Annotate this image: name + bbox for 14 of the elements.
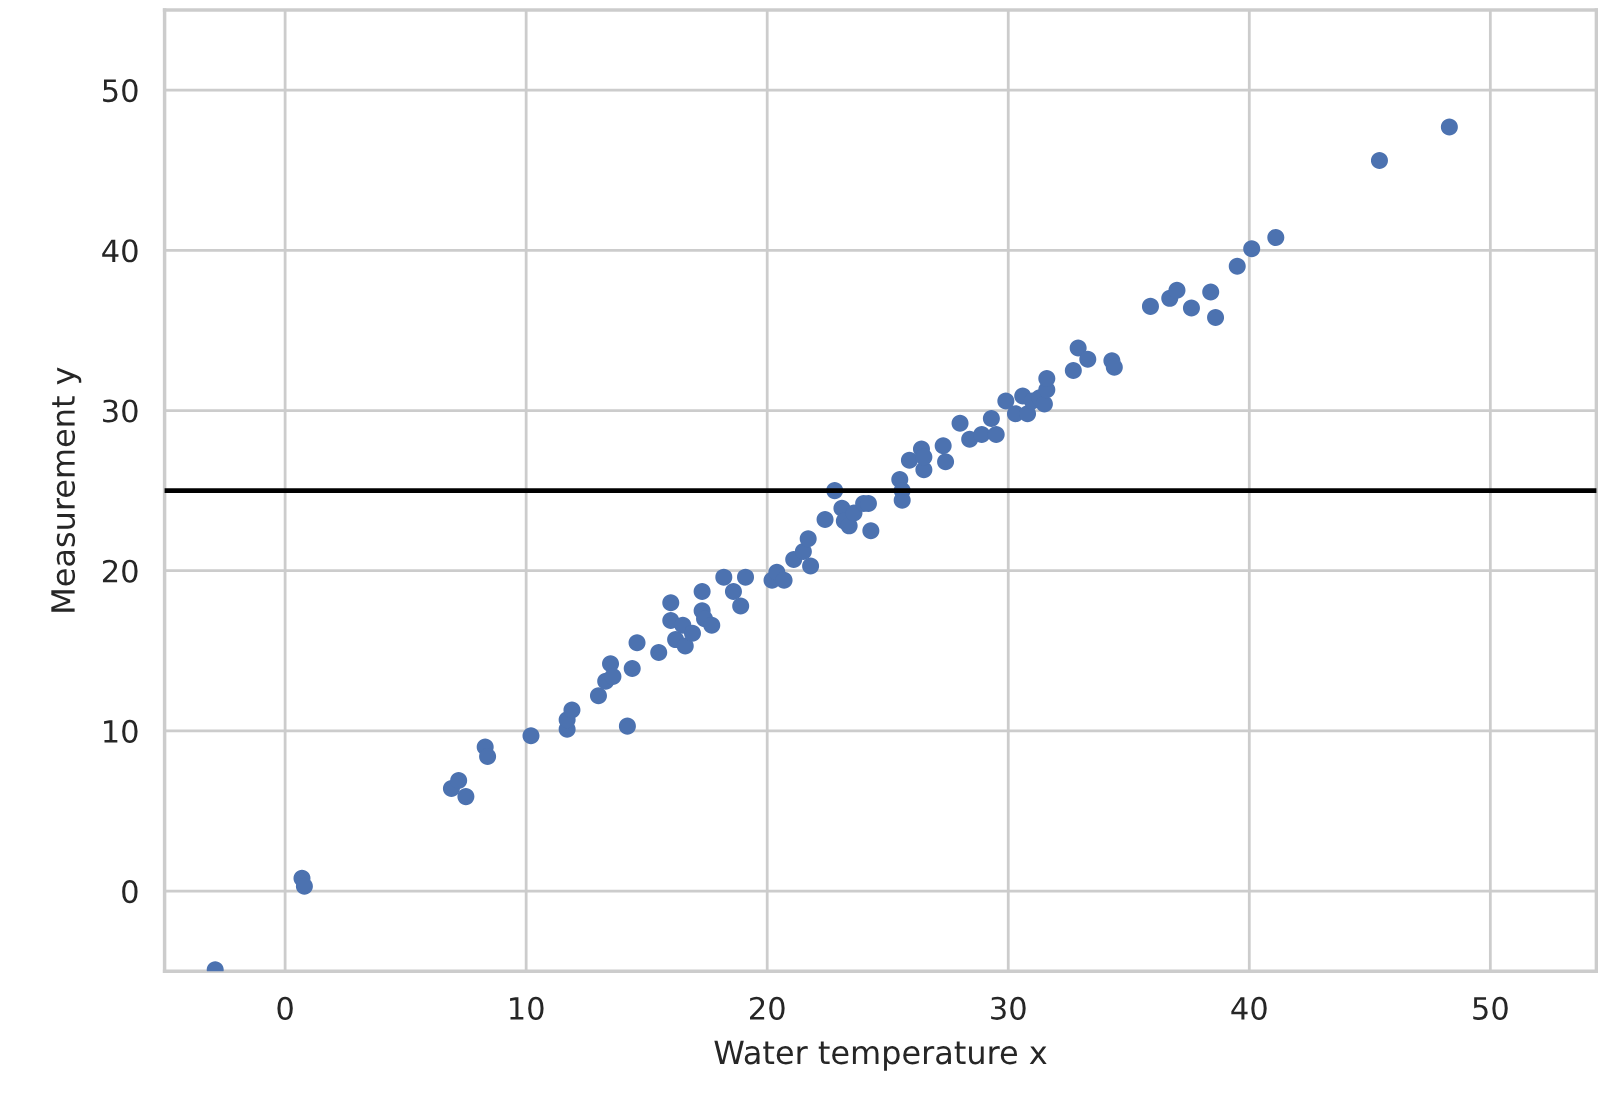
- y-tick-label: 30: [103, 399, 138, 423]
- y-tick-label: 50: [103, 79, 138, 103]
- y-tick-label: 0: [122, 880, 138, 904]
- y-axis-title: Measurement y: [51, 367, 82, 612]
- x-tick-label: 20: [750, 996, 785, 1020]
- y-tick-label: 40: [102, 239, 138, 263]
- x-tick-label: 0: [277, 996, 293, 1020]
- x-tick-label: 10: [510, 996, 544, 1020]
- x-tick-label: 30: [991, 996, 1026, 1020]
- x-tick-label: 40: [1231, 996, 1267, 1020]
- x-axis-title: Water temperature x: [714, 1040, 1047, 1071]
- y-tick-label: 20: [102, 559, 138, 583]
- y-tick-label: 10: [104, 719, 138, 743]
- x-tick-label: 50: [1473, 996, 1508, 1020]
